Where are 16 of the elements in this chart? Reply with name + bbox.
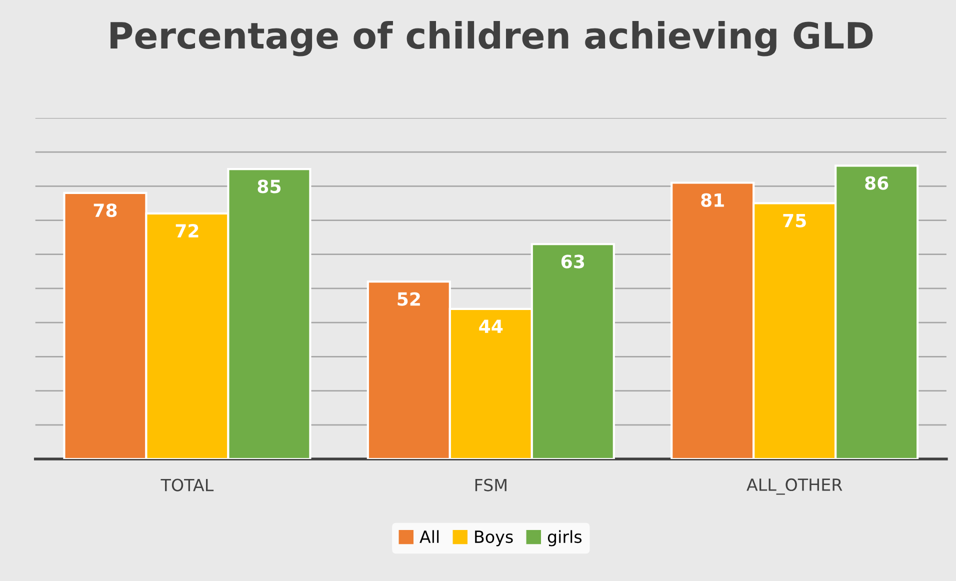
- data-label: 52: [398, 292, 420, 306]
- x-tick-label: ALL_OTHER: [746, 478, 842, 495]
- data-label: 75: [783, 214, 806, 228]
- data-label: 44: [479, 320, 503, 333]
- data-label: 63: [561, 254, 584, 268]
- chart-title: Percentage of children achieving GLD: [110, 21, 873, 56]
- x-tick-label: TOTAL: [160, 478, 214, 492]
- legend-label: Boys: [475, 530, 513, 546]
- data-label: 78: [94, 204, 117, 218]
- x-tick-label: FSM: [475, 478, 506, 492]
- data-label: 72: [176, 224, 198, 238]
- legend-label: All: [420, 530, 439, 543]
- data-label: 81: [701, 193, 724, 207]
- data-label: 86: [865, 176, 888, 190]
- data-label: 85: [258, 180, 281, 194]
- legend-label: girls: [548, 530, 582, 546]
